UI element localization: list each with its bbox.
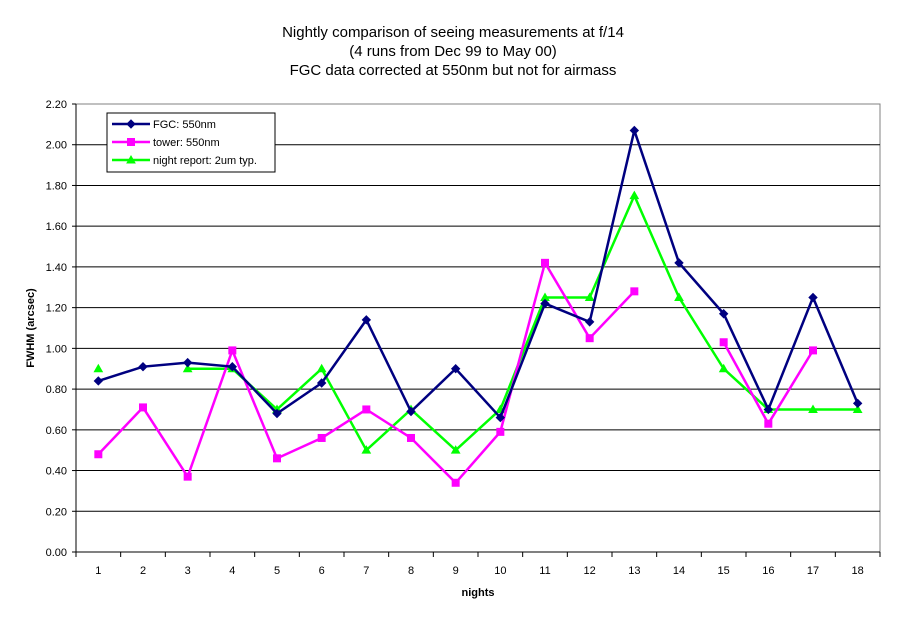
x-tick-label: 13 (628, 565, 640, 577)
series-line (97, 125, 859, 420)
y-tick-label: 2.20 (46, 99, 67, 111)
y-axis-title: FWHM (arcsec) (25, 288, 37, 368)
legend-label: tower: 550nm (153, 137, 220, 149)
y-tick-label: 1.00 (46, 343, 67, 355)
data-point (718, 309, 729, 319)
data-point (764, 419, 773, 428)
plot-area (75, 103, 881, 553)
data-point (852, 404, 863, 413)
data-point (182, 363, 193, 373)
data-point (183, 472, 192, 481)
series-1 (94, 258, 817, 487)
data-point (674, 258, 684, 268)
y-tick-label: 1.80 (46, 180, 67, 192)
series-0 (93, 125, 863, 423)
data-point (674, 292, 684, 301)
x-tick-label: 12 (584, 565, 596, 577)
x-tick-label: 8 (408, 565, 414, 577)
data-point (585, 334, 594, 343)
data-point (361, 315, 372, 325)
data-point (407, 433, 415, 442)
data-point (406, 406, 416, 417)
data-point (584, 317, 595, 327)
x-axis-title: nights (462, 587, 495, 599)
data-point (808, 292, 818, 303)
x-tick-label: 10 (494, 565, 506, 577)
data-point (362, 405, 371, 414)
data-point (316, 363, 327, 373)
x-tick-label: 2 (140, 565, 146, 577)
data-point (317, 433, 326, 442)
y-tick-label: 1.40 (46, 262, 67, 274)
data-point (630, 287, 639, 296)
legend-swatch-marker (126, 119, 136, 129)
x-tick-label: 18 (852, 565, 864, 577)
x-tick-label: 4 (229, 565, 235, 577)
series-layer (93, 125, 863, 487)
data-point (541, 258, 549, 267)
y-tick-label: 2.00 (46, 140, 67, 152)
x-tick-label: 17 (807, 565, 819, 577)
x-tick-label: 7 (363, 565, 369, 577)
legend-label: FGC: 550nm (153, 119, 216, 131)
data-point (138, 361, 148, 372)
data-point (93, 376, 104, 386)
chart-title-line-2: (4 runs from Dec 99 to May 00) (349, 43, 557, 60)
data-point (852, 398, 863, 409)
x-tick-label: 3 (185, 565, 191, 577)
data-point (495, 412, 506, 423)
legend-label: night report: 2um typ. (153, 155, 257, 167)
y-tick-label: 0.80 (46, 384, 67, 396)
legend: FGC: 550nm tower: 550nm night report: 2um … (106, 112, 276, 173)
data-point (450, 364, 461, 374)
data-point (273, 454, 281, 463)
x-tick-label: 15 (718, 565, 730, 577)
data-point (227, 361, 238, 372)
data-point (629, 190, 640, 200)
data-point (718, 363, 729, 373)
data-point (763, 404, 774, 415)
data-point (629, 125, 640, 136)
legend-swatch-marker (126, 154, 136, 164)
chart-title-line-3: FGC data corrected at 550nm but not for … (290, 62, 617, 79)
x-tick-label: 5 (274, 565, 280, 577)
x-axis-ticks: 1 2 3 4 5 6 7 8 9 10 11 12 13 14 15 16 17 18 (75, 551, 881, 577)
data-point (93, 363, 104, 373)
y-tick-label: 1.60 (46, 221, 67, 233)
data-point (94, 450, 103, 459)
data-point (228, 346, 237, 355)
x-tick-label: 16 (762, 565, 774, 577)
data-point (316, 378, 327, 388)
data-point (496, 427, 505, 436)
data-point (272, 408, 282, 419)
y-axis-ticks: 0.00 0.20 0.40 0.60 0.80 1.00 1.20 1.40 1.60 1.80… (46, 99, 77, 559)
x-tick-label: 14 (673, 565, 685, 577)
data-point (139, 403, 147, 412)
data-point (450, 445, 461, 454)
data-point (361, 445, 372, 454)
y-tick-label: 0.20 (46, 506, 67, 518)
data-point (584, 292, 595, 301)
data-point (808, 404, 818, 413)
data-point (540, 298, 550, 309)
data-point (809, 346, 817, 355)
y-tick-label: 0.40 (46, 466, 67, 478)
x-tick-label: 6 (319, 565, 325, 577)
y-tick-label: 0.00 (46, 547, 67, 559)
data-point (182, 357, 193, 368)
data-point (451, 478, 460, 487)
data-point (719, 338, 728, 347)
chart-title-line-1: Nightly comparison of seeing measurement… (282, 24, 624, 41)
x-tick-label: 9 (453, 565, 459, 577)
x-tick-label: 11 (539, 565, 550, 577)
x-tick-label: 1 (95, 565, 101, 577)
y-tick-label: 0.60 (46, 425, 67, 437)
chart-title: Nightly comparison of seeing measurement… (282, 24, 624, 79)
legend-swatch-marker (127, 138, 135, 146)
series-line (187, 192, 858, 453)
y-tick-label: 1.20 (46, 303, 67, 315)
